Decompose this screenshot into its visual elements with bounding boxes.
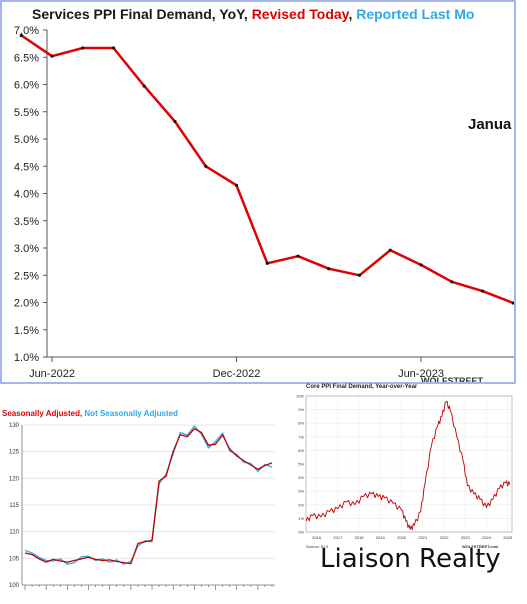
y-tick-label: 8% — [298, 421, 304, 426]
y-tick-label: 115 — [9, 503, 19, 509]
services-ppi-chart: 1.0% 1.5% 2.0% 2.5% 3.0% 3.5% 4.0% 4.5% 5.0% 5.5%… — [0, 0, 516, 384]
y-tick-label: 10% — [296, 394, 304, 399]
core-ppi-title: Core PPI Final Demand, Year-over-Year — [306, 384, 418, 390]
data-point — [142, 84, 146, 88]
y-tick-label: 5.5% — [14, 107, 39, 119]
data-point — [81, 46, 85, 50]
seasonal-chart: 100 105 110 115 120 125 130 Seasonally Adjuste… — [0, 405, 280, 599]
data-point — [480, 289, 485, 293]
data-point — [234, 183, 239, 187]
data-point — [111, 46, 116, 50]
chart-title: Services PPI Final Demand, YoY, Revised … — [32, 6, 475, 22]
core-ppi-plot: 0% 1% 2% 3% 4% 5% 6% 7% 8% 9% 10% 2016 2017 2018 2019 2… — [296, 394, 513, 541]
data-point — [296, 254, 300, 258]
y-tick-label: 1.5% — [14, 325, 39, 337]
watermark: WOLFSTREET — [421, 376, 483, 384]
y-tick-label: 100 — [9, 583, 20, 589]
y-tick-label: 6.5% — [14, 52, 39, 64]
services-ppi-plot: 1.0% 1.5% 2.0% 2.5% 3.0% 3.5% 4.0% 4.5% 5.0% 5.5%… — [14, 25, 514, 380]
x-tick-label: 2016 — [312, 535, 322, 540]
x-tick-label: Jun-2022 — [29, 368, 75, 380]
x-tick-label: 2024 — [482, 535, 492, 540]
data-point — [419, 263, 423, 267]
y-tick-label: 2.0% — [14, 298, 39, 310]
series-line — [305, 400, 511, 531]
data-point — [388, 248, 392, 252]
series-line — [24, 425, 273, 565]
y-tick-label: 2% — [298, 502, 304, 507]
data-point — [19, 33, 23, 38]
brand-name: Liaison Realty — [320, 544, 501, 574]
y-tick-label: 4.5% — [14, 161, 39, 173]
y-tick-label: 5% — [298, 462, 304, 467]
y-tick-label: 5.0% — [14, 134, 39, 146]
y-tick-label: 9% — [298, 407, 304, 412]
y-tick-label: 1.0% — [14, 352, 39, 364]
x-tick-label: Jun-2023 — [398, 368, 444, 380]
y-tick-label: 6.0% — [14, 80, 39, 92]
y-tick-label: 4% — [298, 475, 304, 480]
x-tick-label: Dec-2022 — [213, 368, 261, 380]
y-tick-label: 130 — [9, 423, 20, 429]
y-tick-label: 1% — [298, 516, 304, 521]
y-tick-label: 4.0% — [14, 189, 39, 201]
data-point — [173, 119, 177, 124]
core-watermark: WOLFSTREET.com — [462, 544, 499, 549]
series-line — [20, 34, 514, 305]
data-point — [327, 267, 331, 271]
x-tick-label: 2025 — [503, 535, 513, 540]
y-tick-label: 105 — [9, 556, 20, 562]
data-point — [357, 273, 362, 277]
x-tick-label: 2023 — [461, 535, 471, 540]
y-tick-label: 7% — [298, 434, 304, 439]
y-tick-label: 125 — [9, 450, 20, 456]
series-line — [24, 428, 273, 565]
y-tick-label: 6% — [298, 448, 304, 453]
source-note: Source: BLS — [306, 544, 329, 549]
data-point — [50, 54, 54, 58]
x-tick-label: 2017 — [333, 535, 343, 540]
data-point — [265, 261, 269, 265]
y-tick-label: 110 — [9, 530, 19, 536]
chart-annotation: Janua — [468, 116, 512, 133]
plot-frame — [305, 395, 513, 533]
seasonal-plot: 100 105 110 115 120 125 130 — [9, 423, 275, 590]
x-tick-label: 2019 — [376, 535, 386, 540]
y-tick-label: 2.5% — [14, 270, 39, 282]
y-tick-label: 3.0% — [14, 243, 39, 255]
y-tick-label: 120 — [9, 476, 20, 482]
y-tick-label: 0% — [298, 530, 304, 535]
seasonal-subtitle: Seasonally Adjusted, Not Seasonally Adju… — [2, 409, 178, 418]
x-tick-label: 2018 — [355, 535, 365, 540]
x-tick-label: 2020 — [397, 535, 407, 540]
y-tick-label: 3% — [298, 489, 304, 494]
x-tick-label: 2022 — [440, 535, 450, 540]
core-ppi-chart: 0% 1% 2% 3% 4% 5% 6% 7% 8% 9% 10% 2016 2017 2018 2019 2… — [294, 382, 516, 552]
x-tick-label: 2021 — [418, 535, 428, 540]
y-tick-label: 7.0% — [14, 25, 39, 37]
data-point — [204, 164, 208, 168]
data-point — [450, 280, 454, 284]
y-tick-label: 3.5% — [14, 216, 39, 228]
data-point — [511, 301, 514, 305]
